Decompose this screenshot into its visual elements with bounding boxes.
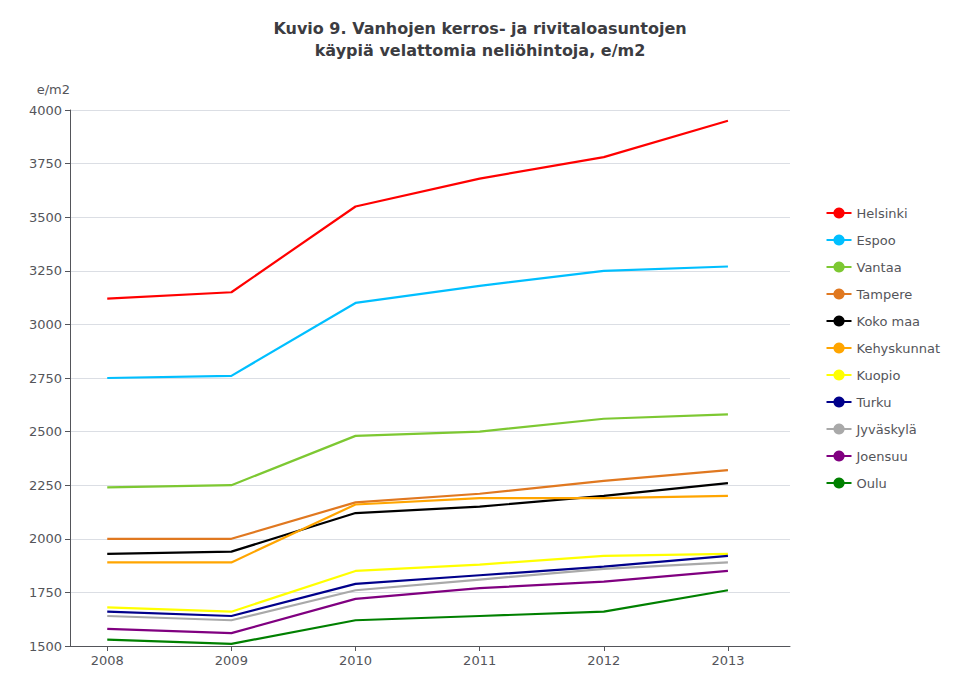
svg-text:Oulu: Oulu (857, 476, 887, 491)
svg-text:2008: 2008 (91, 653, 124, 668)
svg-text:2009: 2009 (215, 653, 248, 668)
svg-text:Kuvio 9. Vanhojen kerros- ja r: Kuvio 9. Vanhojen kerros- ja rivitaloasu… (273, 19, 686, 38)
svg-text:Helsinki: Helsinki (857, 206, 908, 221)
svg-text:2010: 2010 (339, 653, 372, 668)
svg-text:3500: 3500 (29, 210, 62, 225)
svg-text:Koko maa: Koko maa (857, 314, 921, 329)
svg-text:3250: 3250 (29, 263, 62, 278)
svg-text:2012: 2012 (587, 653, 620, 668)
svg-text:1750: 1750 (29, 585, 62, 600)
svg-text:Jyväskylä: Jyväskylä (856, 422, 917, 437)
svg-text:2500: 2500 (29, 424, 62, 439)
svg-text:e/m2: e/m2 (37, 82, 70, 97)
svg-text:Turku: Turku (856, 395, 892, 410)
svg-text:käypiä velattomia neliöhintoja: käypiä velattomia neliöhintoja, e/m2 (315, 41, 646, 60)
svg-text:Tampere: Tampere (856, 287, 913, 302)
svg-text:3000: 3000 (29, 317, 62, 332)
svg-text:3750: 3750 (29, 156, 62, 171)
svg-text:Kehyskunnat: Kehyskunnat (857, 341, 941, 356)
svg-text:Vantaa: Vantaa (857, 260, 902, 275)
svg-text:2750: 2750 (29, 371, 62, 386)
svg-text:Kuopio: Kuopio (857, 368, 901, 383)
svg-text:Espoo: Espoo (857, 233, 896, 248)
svg-text:2013: 2013 (711, 653, 744, 668)
svg-text:2000: 2000 (29, 531, 62, 546)
svg-text:2250: 2250 (29, 478, 62, 493)
svg-text:1500: 1500 (29, 639, 62, 654)
svg-text:Joensuu: Joensuu (856, 449, 908, 464)
svg-text:2011: 2011 (463, 653, 496, 668)
svg-text:4000: 4000 (29, 103, 62, 118)
